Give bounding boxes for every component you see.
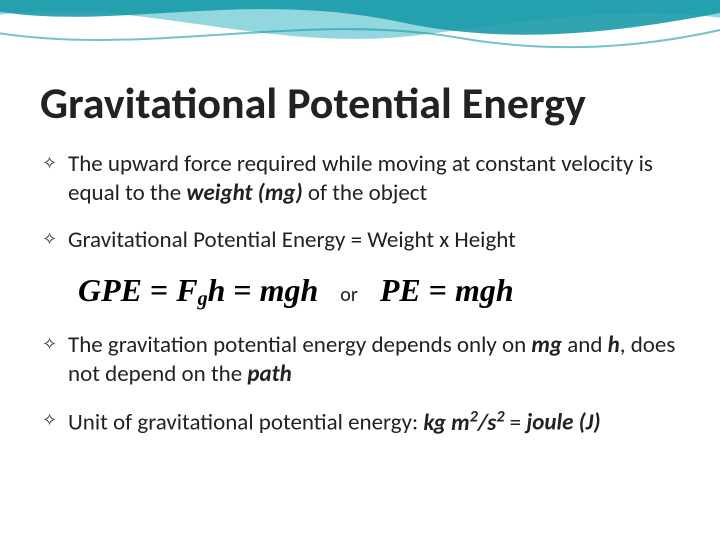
bullet-3-pre: The gravitation potential energy depends…	[68, 331, 531, 359]
formula-row: GPE = Fgh = mgh or PE = mgh	[78, 272, 680, 311]
bullet-4: Unit of gravitational potential energy: …	[40, 407, 680, 437]
bullet-3: The gravitation potential energy depends…	[40, 331, 680, 389]
bullet-4-em2: joule (J)	[526, 409, 600, 437]
formula-pe: PE = mgh	[380, 272, 514, 309]
f1-d: mgh	[252, 272, 319, 308]
f2-a: PE	[380, 272, 429, 308]
bullet-4-em1b: /s	[478, 409, 497, 437]
bullet-list: The upward force required while moving a…	[40, 150, 680, 254]
bullet-2: Gravitational Potential Energy = Weight …	[40, 226, 680, 255]
bullet-list-2: The gravitation potential energy depends…	[40, 331, 680, 437]
f1-sub: g	[198, 288, 208, 310]
bullet-4-em1: kg m2/s2	[423, 409, 504, 437]
f1-c: h	[208, 272, 234, 308]
bullet-1-em: weight (mg)	[186, 179, 302, 207]
bullet-3-em3: path	[247, 360, 291, 388]
f1-eq2: =	[233, 272, 251, 308]
bullet-4-em1a: kg m	[423, 409, 469, 437]
f1-a: GPE	[78, 272, 150, 308]
f2-b: mgh	[447, 272, 514, 308]
bullet-3-mid: and	[562, 331, 608, 359]
slide-title: Gravitational Potential Energy	[40, 80, 680, 126]
formula-gpe: GPE = Fgh = mgh	[78, 272, 318, 311]
slide-content: Gravitational Potential Energy The upwar…	[0, 0, 720, 540]
bullet-3-em2: h	[608, 331, 620, 359]
f2-eq: =	[429, 272, 447, 308]
bullet-1: The upward force required while moving a…	[40, 150, 680, 208]
f1-eq1: =	[150, 272, 168, 308]
bullet-3-em1: mg	[531, 331, 562, 359]
formula-or: or	[340, 283, 358, 307]
bullet-4-mid: =	[504, 409, 526, 437]
bullet-4-sup1: 2	[470, 407, 478, 426]
bullet-1-post: of the object	[303, 179, 428, 207]
f1-b: F	[168, 272, 197, 308]
bullet-4-pre: Unit of gravitational potential energy:	[68, 409, 423, 437]
